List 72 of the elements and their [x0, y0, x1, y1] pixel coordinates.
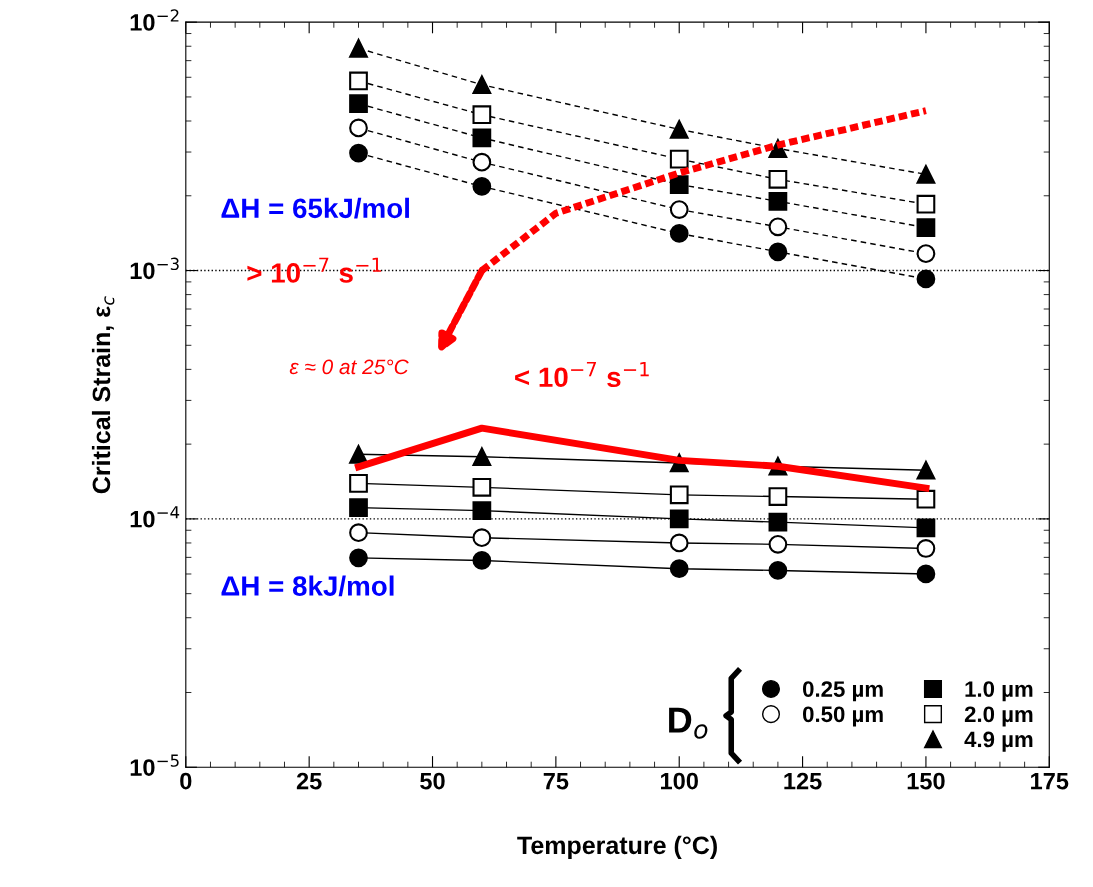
point	[768, 191, 788, 211]
legend-label: 2.0 µm	[964, 706, 1033, 727]
point	[916, 539, 936, 558]
x-tick-label: 50	[420, 772, 445, 790]
point	[472, 75, 492, 95]
point	[472, 477, 492, 497]
point	[916, 460, 936, 480]
point	[349, 38, 368, 58]
legend-label: 0.50 µm	[802, 706, 883, 727]
point	[669, 200, 689, 219]
point	[916, 164, 936, 184]
x-tick-label: 125	[784, 772, 822, 790]
point	[472, 128, 492, 148]
point	[669, 509, 689, 529]
point	[349, 94, 368, 113]
point	[669, 559, 689, 579]
point	[768, 487, 788, 506]
point	[669, 485, 689, 505]
x-tick-label: 175	[1031, 772, 1069, 790]
point	[916, 244, 936, 263]
point	[472, 447, 492, 467]
point	[472, 528, 492, 548]
annotation: ΔH = 65kJ/mol	[221, 197, 409, 219]
point	[768, 534, 788, 554]
point	[349, 498, 368, 518]
point	[768, 242, 788, 262]
point	[349, 548, 368, 568]
y-axis-title: Critical Strain, ε$_{c}$	[91, 296, 115, 494]
point	[768, 512, 788, 532]
point	[669, 120, 689, 139]
point	[916, 194, 936, 214]
y-tick-label: 10$^{−2}$	[130, 9, 179, 31]
point	[669, 224, 689, 243]
point	[349, 444, 368, 464]
y-tick-label: 10$^{−4}$	[130, 506, 180, 528]
point	[768, 169, 788, 189]
point	[916, 564, 936, 584]
legend-label: 4.9 µm	[964, 731, 1033, 752]
point	[669, 533, 689, 553]
point	[472, 551, 492, 570]
legend-label: 1.0 µm	[965, 681, 1033, 702]
legend-label: 0.25 µm	[802, 681, 883, 702]
legend-title: D$_{o}$	[669, 707, 708, 739]
x-tick-label: 0	[180, 772, 192, 790]
point	[349, 71, 368, 91]
annotation: > 10$^{−7}$ s$^{−1}$	[247, 257, 382, 283]
x-tick-label: 25	[296, 772, 322, 790]
point	[916, 489, 936, 509]
x-axis-title: Temperature (°C)	[517, 835, 717, 860]
point	[472, 501, 492, 520]
x-tick-label: 150	[907, 772, 945, 790]
annotation: < 10$^{−7}$ s$^{−1}$	[515, 362, 649, 388]
x-tick-label: 75	[543, 772, 569, 790]
point	[349, 474, 368, 493]
point	[472, 152, 492, 172]
x-tick-label: 100	[661, 772, 698, 790]
point	[472, 105, 492, 125]
annotation: ε ≈ 0 at 25°C	[289, 359, 409, 375]
y-tick-label: 10$^{−5}$	[130, 754, 179, 776]
point	[472, 177, 492, 196]
point	[669, 149, 689, 169]
y-tick-label: 10$^{−3}$	[130, 257, 179, 280]
point	[349, 523, 368, 543]
point	[916, 518, 936, 538]
point	[916, 269, 936, 289]
point	[768, 217, 788, 237]
point	[916, 218, 936, 237]
point	[768, 561, 788, 580]
point	[669, 175, 689, 194]
point	[349, 143, 368, 163]
point	[349, 118, 368, 138]
annotation: ΔH = 8kJ/mol	[221, 575, 394, 597]
